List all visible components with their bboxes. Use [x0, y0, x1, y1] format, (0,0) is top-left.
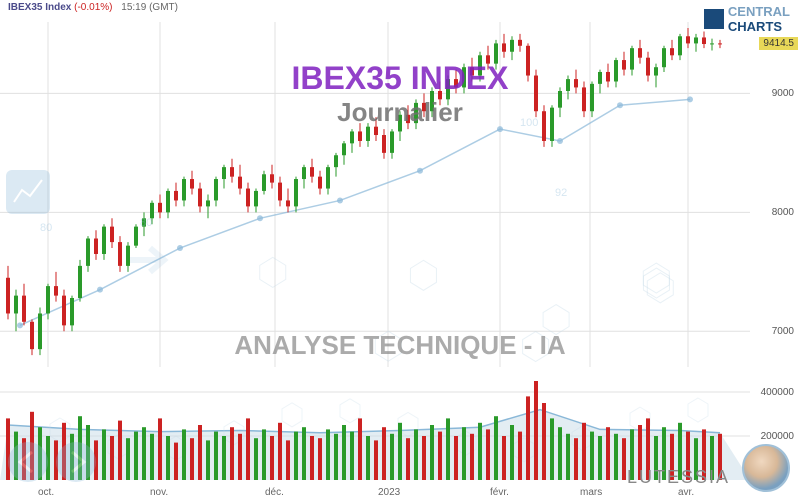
price-chart[interactable] [0, 22, 750, 367]
price-axis: 7000 8000 9000 9414.5 [750, 22, 800, 367]
avatar-icon [742, 444, 790, 492]
x-tick: 2023 [378, 487, 400, 498]
y-tick: 8000 [772, 207, 794, 218]
forward-icon[interactable] [54, 440, 98, 484]
timestamp: 15:19 (GMT) [121, 2, 178, 13]
volume-tick: 400000 [761, 387, 794, 398]
y-tick: 7000 [772, 326, 794, 337]
x-tick: déc. [265, 487, 284, 498]
volume-chart[interactable] [0, 370, 750, 480]
y-tick: 9000 [772, 88, 794, 99]
x-tick: avr. [678, 487, 694, 498]
back-icon[interactable] [6, 440, 50, 484]
lutessia-label: LUTESSIA [627, 467, 730, 488]
x-tick: mars [580, 487, 602, 498]
price-change: (-0.01%) [74, 2, 112, 13]
x-tick: nov. [150, 487, 168, 498]
instrument-name: IBEX35 Index [8, 2, 71, 13]
volume-tick: 200000 [761, 431, 794, 442]
x-tick: févr. [490, 487, 509, 498]
arrow-icon [120, 230, 180, 290]
x-tick: oct. [38, 487, 54, 498]
chart-header: IBEX35 Index (-0.01%) 15:19 (GMT) [8, 2, 178, 13]
current-price-label: 9414.5 [759, 37, 798, 50]
chart-tool-icon[interactable] [6, 170, 50, 214]
